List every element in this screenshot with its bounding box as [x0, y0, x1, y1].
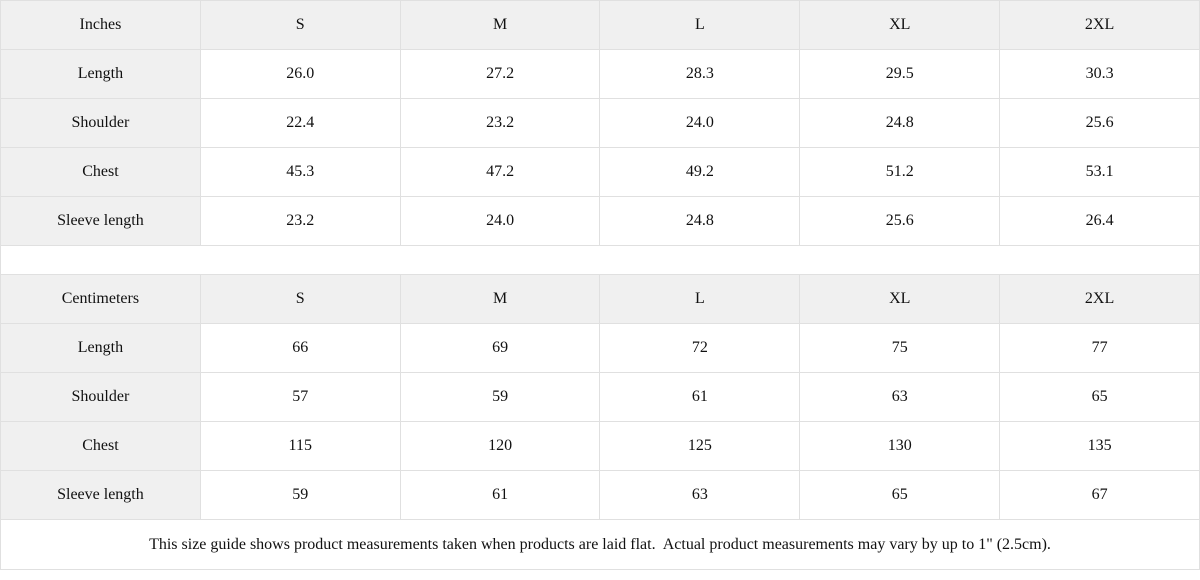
size-header-s: S	[199, 274, 401, 324]
table-row: Chest 45.3 47.2 49.2 51.2 53.1	[0, 147, 1200, 197]
table-spacer	[0, 246, 1200, 274]
value-cell: 27.2	[399, 49, 601, 99]
value-cell: 77	[999, 323, 1200, 373]
value-cell: 67	[999, 470, 1200, 520]
value-cell: 24.0	[399, 196, 601, 246]
size-header-xl: XL	[799, 274, 1001, 324]
centimeters-table: Centimeters S M L XL 2XL Length 66 69 72…	[0, 274, 1200, 520]
value-cell: 25.6	[799, 196, 1001, 246]
value-cell: 65	[799, 470, 1001, 520]
size-header-xl: XL	[799, 0, 1001, 50]
measurement-note: This size guide shows product measuremen…	[0, 520, 1200, 570]
table-row: Length 26.0 27.2 28.3 29.5 30.3	[0, 49, 1200, 99]
size-header-2xl: 2XL	[999, 274, 1200, 324]
value-cell: 29.5	[799, 49, 1001, 99]
value-cell: 59	[199, 470, 401, 520]
value-cell: 47.2	[399, 147, 601, 197]
value-cell: 22.4	[199, 98, 401, 148]
value-cell: 24.8	[799, 98, 1001, 148]
value-cell: 23.2	[399, 98, 601, 148]
value-cell: 30.3	[999, 49, 1200, 99]
value-cell: 69	[399, 323, 601, 373]
value-cell: 120	[399, 421, 601, 471]
size-header-s: S	[199, 0, 401, 50]
table-row: Shoulder 57 59 61 63 65	[0, 372, 1200, 422]
value-cell: 63	[799, 372, 1001, 422]
value-cell: 66	[199, 323, 401, 373]
value-cell: 65	[999, 372, 1200, 422]
value-cell: 45.3	[199, 147, 401, 197]
inches-table: Inches S M L XL 2XL Length 26.0 27.2 28.…	[0, 0, 1200, 246]
row-label-length: Length	[0, 323, 201, 373]
table-row: Sleeve length 23.2 24.0 24.8 25.6 26.4	[0, 196, 1200, 246]
row-label-length: Length	[0, 49, 201, 99]
size-header-2xl: 2XL	[999, 0, 1200, 50]
value-cell: 72	[599, 323, 801, 373]
value-cell: 57	[199, 372, 401, 422]
value-cell: 75	[799, 323, 1001, 373]
value-cell: 28.3	[599, 49, 801, 99]
value-cell: 63	[599, 470, 801, 520]
centimeters-header-row: Centimeters S M L XL 2XL	[0, 274, 1200, 324]
size-header-l: L	[599, 274, 801, 324]
table-row: Shoulder 22.4 23.2 24.0 24.8 25.6	[0, 98, 1200, 148]
size-header-m: M	[399, 0, 601, 50]
unit-header-centimeters: Centimeters	[0, 274, 201, 324]
value-cell: 25.6	[999, 98, 1200, 148]
value-cell: 24.0	[599, 98, 801, 148]
table-row: Sleeve length 59 61 63 65 67	[0, 470, 1200, 520]
table-row: Chest 115 120 125 130 135	[0, 421, 1200, 471]
value-cell: 26.0	[199, 49, 401, 99]
value-cell: 23.2	[199, 196, 401, 246]
value-cell: 130	[799, 421, 1001, 471]
value-cell: 24.8	[599, 196, 801, 246]
inches-header-row: Inches S M L XL 2XL	[0, 0, 1200, 50]
row-label-sleeve-length: Sleeve length	[0, 470, 201, 520]
row-label-sleeve-length: Sleeve length	[0, 196, 201, 246]
value-cell: 61	[599, 372, 801, 422]
table-row: Length 66 69 72 75 77	[0, 323, 1200, 373]
value-cell: 135	[999, 421, 1200, 471]
value-cell: 53.1	[999, 147, 1200, 197]
value-cell: 26.4	[999, 196, 1200, 246]
value-cell: 61	[399, 470, 601, 520]
value-cell: 115	[199, 421, 401, 471]
row-label-chest: Chest	[0, 147, 201, 197]
value-cell: 125	[599, 421, 801, 471]
size-header-m: M	[399, 274, 601, 324]
value-cell: 59	[399, 372, 601, 422]
row-label-chest: Chest	[0, 421, 201, 471]
row-label-shoulder: Shoulder	[0, 372, 201, 422]
value-cell: 51.2	[799, 147, 1001, 197]
row-label-shoulder: Shoulder	[0, 98, 201, 148]
value-cell: 49.2	[599, 147, 801, 197]
size-header-l: L	[599, 0, 801, 50]
unit-header-inches: Inches	[0, 0, 201, 50]
